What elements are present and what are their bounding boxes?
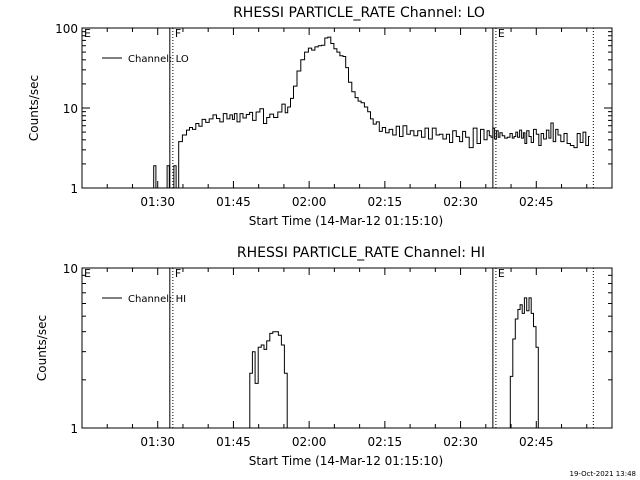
panel-lo: RHESSI PARTICLE_RATE Channel: LO Counts/… <box>27 5 613 228</box>
x-tick-label: 02:30 <box>443 435 478 449</box>
event-label: E <box>84 267 91 280</box>
x-tick-label: 02:15 <box>368 195 403 209</box>
y-axis-label: Counts/sec <box>35 315 49 381</box>
x-tick-label: 02:15 <box>368 435 403 449</box>
x-tick-label: 01:45 <box>216 195 251 209</box>
event-label: F <box>175 27 181 40</box>
footer-timestamp: 19-Oct-2021 13:48 <box>570 470 636 478</box>
legend-label: Channel: LO <box>128 54 189 65</box>
series-line <box>152 36 590 189</box>
chart-title: RHESSI PARTICLE_RATE Channel: HI <box>237 245 485 261</box>
x-axis-label: Start Time (14-Mar-12 01:15:10) <box>249 214 443 228</box>
event-label: F <box>175 267 181 280</box>
plot-area: 01:30 01:45 02:00 02:15 02:30 02:45 1 10 100 E F E C… <box>55 22 613 209</box>
x-tick-label: 01:30 <box>140 435 175 449</box>
series-line <box>509 297 540 429</box>
x-tick-label: 01:45 <box>216 435 251 449</box>
panel-hi: RHESSI PARTICLE_RATE Channel: HI Counts/… <box>35 245 613 468</box>
x-axis-label: Start Time (14-Mar-12 01:15:10) <box>249 454 443 468</box>
series-line <box>248 331 289 429</box>
y-tick-label: 100 <box>55 22 78 36</box>
x-tick-label: 02:00 <box>292 435 327 449</box>
x-tick-label: 02:45 <box>519 435 554 449</box>
x-tick-label: 01:30 <box>140 195 175 209</box>
x-tick-label: 02:30 <box>443 195 478 209</box>
plot-area: 01:30 01:45 02:00 02:15 02:30 02:45 1 10 E F E Chan… <box>63 262 613 449</box>
x-tick-label: 02:45 <box>519 195 554 209</box>
x-tick-label: 02:00 <box>292 195 327 209</box>
y-axis-label: Counts/sec <box>27 75 41 141</box>
event-label: E <box>498 267 505 280</box>
y-tick-label: 10 <box>63 102 78 116</box>
chart-title: RHESSI PARTICLE_RATE Channel: LO <box>233 5 485 21</box>
y-tick-label: 10 <box>63 262 78 276</box>
legend-label: Channel: HI <box>128 294 186 305</box>
y-tick-label: 1 <box>70 182 78 196</box>
event-label: E <box>84 27 91 40</box>
event-label: E <box>498 27 505 40</box>
y-tick-label: 1 <box>70 422 78 436</box>
